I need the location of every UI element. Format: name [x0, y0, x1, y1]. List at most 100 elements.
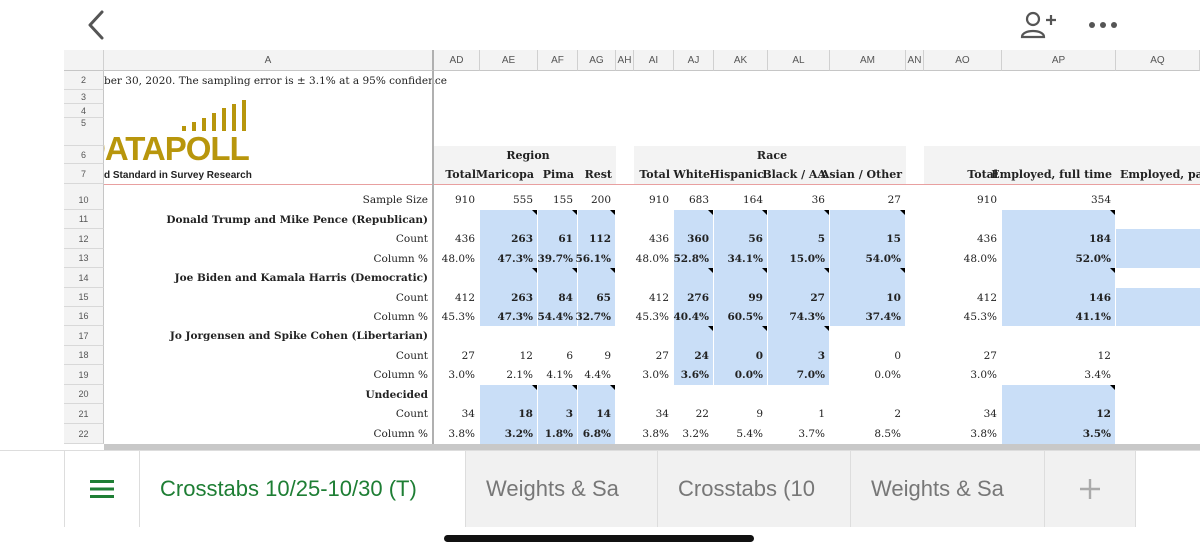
row-header[interactable]: 12: [64, 229, 104, 249]
data-cell[interactable]: 34.1%: [714, 249, 767, 268]
row-header[interactable]: 10: [64, 190, 104, 210]
highlight-cell[interactable]: [480, 210, 537, 229]
highlight-cell[interactable]: [674, 210, 713, 229]
data-cell[interactable]: 40.4%: [673, 307, 713, 326]
highlight-cell[interactable]: [1116, 229, 1200, 249]
data-cell[interactable]: 555: [512, 194, 533, 206]
data-cell[interactable]: 1.8%: [538, 424, 577, 444]
data-cell[interactable]: 0.0%: [874, 369, 901, 381]
data-cell[interactable]: 3.7%: [798, 428, 825, 440]
col-header-AO[interactable]: AO: [924, 50, 1002, 71]
highlight-cell[interactable]: [714, 210, 767, 229]
data-cell[interactable]: 48.0%: [635, 252, 669, 265]
row-header[interactable]: 11: [64, 210, 104, 229]
data-cell[interactable]: 84: [538, 288, 577, 307]
data-cell[interactable]: 3: [538, 404, 577, 424]
data-cell[interactable]: 0.0%: [714, 365, 767, 385]
data-cell[interactable]: 683: [688, 194, 709, 206]
data-cell[interactable]: 41.1%: [1002, 307, 1115, 326]
data-cell[interactable]: 3.8%: [448, 428, 475, 440]
data-cell[interactable]: 45.3%: [635, 310, 669, 323]
row-header[interactable]: 20: [64, 385, 104, 404]
highlight-cell[interactable]: [768, 210, 829, 229]
data-cell[interactable]: 34: [983, 408, 997, 420]
data-cell[interactable]: 12: [1002, 404, 1115, 424]
data-cell[interactable]: 7.0%: [768, 365, 829, 385]
data-cell[interactable]: 27: [768, 288, 829, 307]
highlight-cell[interactable]: [578, 268, 615, 288]
share-button[interactable]: [1020, 10, 1060, 40]
data-cell[interactable]: 3.5%: [1002, 424, 1115, 444]
row-header[interactable]: 4: [64, 104, 104, 118]
data-cell[interactable]: 54.4%: [537, 307, 577, 326]
data-cell[interactable]: 27: [887, 194, 901, 206]
col-header-A[interactable]: A: [104, 50, 434, 71]
more-options-button[interactable]: [1086, 12, 1120, 38]
col-header-AQ[interactable]: AQ: [1116, 50, 1200, 71]
data-cell[interactable]: 36: [811, 194, 825, 206]
data-cell[interactable]: 354: [1090, 194, 1111, 206]
data-cell[interactable]: 47.3%: [480, 249, 537, 268]
data-cell[interactable]: 34: [461, 408, 475, 420]
data-cell[interactable]: 155: [552, 194, 573, 206]
tab-weights[interactable]: Weights & Sa: [851, 451, 1045, 527]
back-button[interactable]: [82, 8, 112, 42]
highlight-cell[interactable]: [714, 268, 767, 288]
data-cell[interactable]: 0: [714, 346, 767, 365]
row-header[interactable]: 2: [64, 71, 104, 90]
row-header[interactable]: 3: [64, 90, 104, 104]
data-cell[interactable]: 15: [830, 229, 905, 249]
col-header-AK[interactable]: AK: [714, 50, 768, 71]
highlight-cell[interactable]: [1116, 249, 1200, 268]
data-cell[interactable]: 3.0%: [448, 369, 475, 381]
highlight-cell[interactable]: [538, 210, 577, 229]
col-header-AD[interactable]: AD: [434, 50, 480, 71]
data-cell[interactable]: 61: [538, 229, 577, 249]
highlight-cell[interactable]: [674, 326, 713, 346]
highlight-cell[interactable]: [1002, 210, 1115, 229]
data-cell[interactable]: 200: [590, 194, 611, 206]
data-cell[interactable]: 2.1%: [506, 369, 533, 381]
data-cell[interactable]: 47.3%: [480, 307, 537, 326]
data-cell[interactable]: 74.3%: [768, 307, 829, 326]
data-cell[interactable]: 52.8%: [673, 249, 713, 268]
data-cell[interactable]: 24: [674, 346, 713, 365]
tab-crosstabs[interactable]: Crosstabs (10: [658, 451, 851, 527]
data-cell[interactable]: 5: [768, 229, 829, 249]
data-cell[interactable]: 910: [976, 194, 997, 206]
data-cell[interactable]: 4.4%: [584, 369, 611, 381]
highlight-cell[interactable]: [1002, 385, 1115, 404]
col-header-AJ[interactable]: AJ: [674, 50, 714, 71]
data-cell[interactable]: 4.1%: [546, 369, 573, 381]
data-cell[interactable]: 6: [566, 349, 573, 362]
data-cell[interactable]: 436: [454, 233, 475, 245]
data-cell[interactable]: 436: [648, 233, 669, 245]
highlight-cell[interactable]: [538, 385, 577, 404]
row-header[interactable]: 17: [64, 326, 104, 346]
highlight-cell[interactable]: [714, 326, 767, 346]
row-header[interactable]: 21: [64, 404, 104, 424]
data-cell[interactable]: 27: [983, 349, 997, 362]
data-cell[interactable]: 412: [976, 291, 997, 304]
data-cell[interactable]: 48.0%: [963, 252, 997, 265]
data-cell[interactable]: 3.4%: [1084, 369, 1111, 381]
data-cell[interactable]: 3.0%: [642, 369, 669, 381]
data-cell[interactable]: 3: [768, 346, 829, 365]
col-header-AE[interactable]: AE: [480, 50, 538, 71]
data-cell[interactable]: 184: [1002, 229, 1115, 249]
data-cell[interactable]: 412: [454, 291, 475, 304]
data-cell[interactable]: 22: [695, 408, 709, 420]
col-header-AP[interactable]: AP: [1002, 50, 1116, 71]
data-cell[interactable]: 3.8%: [642, 428, 669, 440]
data-cell[interactable]: 37.4%: [830, 307, 905, 326]
row-header[interactable]: 18: [64, 346, 104, 365]
col-header-AH[interactable]: AH: [616, 50, 634, 71]
highlight-cell[interactable]: [480, 385, 537, 404]
highlight-cell[interactable]: [480, 268, 537, 288]
row-header[interactable]: 6: [64, 146, 104, 164]
highlight-cell[interactable]: [578, 385, 615, 404]
highlight-cell[interactable]: [768, 268, 829, 288]
row-header[interactable]: 15: [64, 288, 104, 307]
data-cell[interactable]: 39.7%: [537, 249, 577, 268]
data-cell[interactable]: 3.6%: [674, 365, 713, 385]
